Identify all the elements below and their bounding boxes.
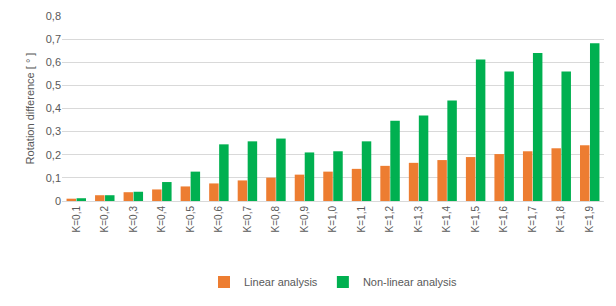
svg-text:K=1,8: K=1,8 (555, 206, 566, 233)
svg-text:K=0,9: K=0,9 (299, 206, 310, 233)
svg-text:K=0,4: K=0,4 (156, 206, 167, 233)
svg-text:K=0,2: K=0,2 (99, 206, 110, 233)
svg-text:Linear analysis: Linear analysis (244, 276, 318, 288)
svg-text:K=0,6: K=0,6 (213, 206, 224, 233)
svg-text:0,7: 0,7 (46, 33, 61, 45)
svg-text:0,4: 0,4 (46, 102, 61, 114)
svg-text:0,1: 0,1 (46, 172, 61, 184)
svg-text:K=0,1: K=0,1 (71, 206, 82, 233)
svg-text:K=1,3: K=1,3 (413, 206, 424, 233)
svg-text:Rotation difference [ ° ]: Rotation difference [ ° ] (24, 53, 36, 165)
svg-text:0,8: 0,8 (46, 10, 61, 22)
svg-text:0,5: 0,5 (46, 79, 61, 91)
svg-text:K=1,0: K=1,0 (327, 206, 338, 233)
svg-text:K=1,1: K=1,1 (356, 206, 367, 233)
svg-text:0,2: 0,2 (46, 149, 61, 161)
svg-text:K=1,5: K=1,5 (470, 206, 481, 233)
svg-text:0: 0 (55, 195, 61, 207)
svg-text:K=1,2: K=1,2 (384, 206, 395, 233)
svg-text:0,6: 0,6 (46, 56, 61, 68)
svg-text:K=1,6: K=1,6 (498, 206, 509, 233)
svg-text:K=0,8: K=0,8 (270, 206, 281, 233)
svg-text:0,3: 0,3 (46, 125, 61, 137)
svg-text:K=1,9: K=1,9 (584, 206, 595, 233)
svg-text:Non-linear analysis: Non-linear analysis (363, 276, 457, 288)
svg-text:K=1,7: K=1,7 (527, 206, 538, 233)
svg-text:K=1,4: K=1,4 (441, 206, 452, 233)
svg-text:K=0,7: K=0,7 (242, 206, 253, 233)
svg-text:K=0,5: K=0,5 (185, 206, 196, 233)
svg-text:K=0,3: K=0,3 (128, 206, 139, 233)
